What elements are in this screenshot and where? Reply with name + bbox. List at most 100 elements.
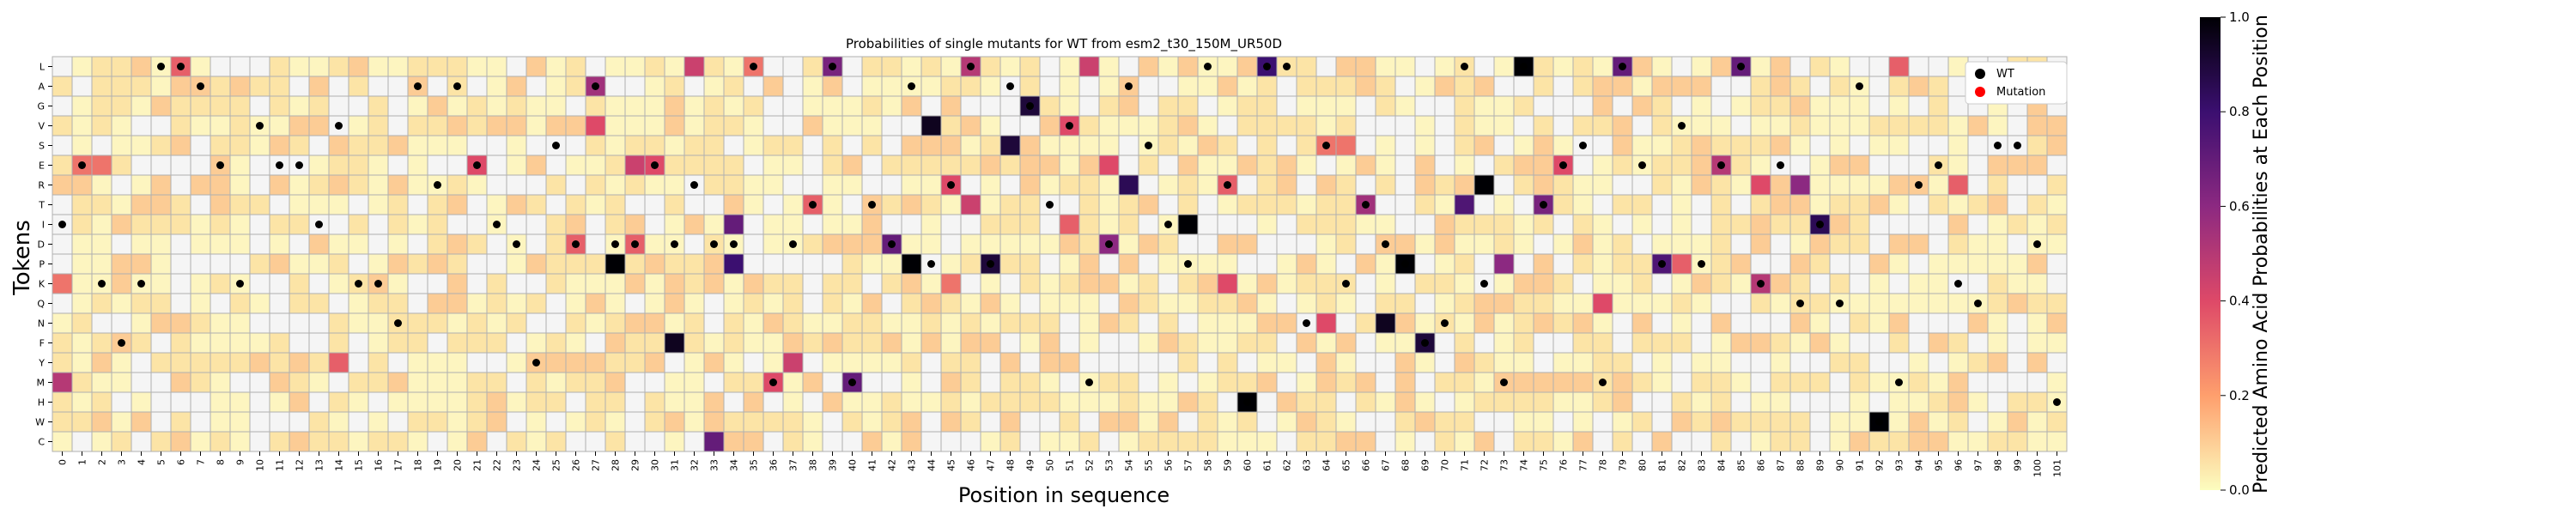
heatmap-cell [407, 135, 428, 156]
heatmap-cell [131, 95, 152, 117]
heatmap-cell [170, 431, 191, 452]
heatmap-cell [999, 174, 1021, 196]
heatmap-cell [190, 273, 211, 294]
heatmap-cell [1335, 233, 1357, 255]
heatmap-cell [1039, 273, 1060, 294]
heatmap-cell [2026, 194, 2048, 215]
x-tick-label: 22 [492, 459, 503, 471]
heatmap-cell [782, 135, 804, 156]
heatmap-cell [802, 233, 823, 255]
heatmap-cell [1730, 411, 1752, 433]
colorbar-tick-label: 0.4 [2229, 294, 2250, 309]
heatmap-cell [1434, 332, 1455, 354]
heatmap-cell [565, 352, 586, 373]
heatmap-cell [1849, 253, 1870, 275]
heatmap-cell [1138, 214, 1159, 235]
heatmap-cell [1888, 56, 1910, 77]
heatmap-cell [1651, 312, 1673, 334]
heatmap-cell [526, 332, 547, 354]
heatmap-cell [170, 253, 191, 275]
x-tick-label: 3 [117, 459, 128, 465]
heatmap-cell [190, 174, 211, 196]
heatmap-cell [1473, 431, 1495, 452]
heatmap-cell [1928, 76, 1949, 97]
heatmap-cell [1355, 214, 1376, 235]
heatmap-cell [526, 391, 547, 413]
heatmap-cell [743, 95, 764, 117]
wt-marker [177, 63, 185, 70]
heatmap-cell [91, 352, 112, 373]
heatmap-cell [1513, 273, 1534, 294]
heatmap-cell [1019, 154, 1041, 176]
heatmap-cell [1928, 233, 1949, 255]
heatmap-cell [1434, 115, 1455, 136]
y-axis-label: Tokens [9, 220, 35, 296]
heatmap-cell [1552, 312, 1574, 334]
heatmap-cell [861, 391, 883, 413]
heatmap-cell [723, 411, 744, 433]
heatmap-cell [111, 431, 132, 452]
heatmap-cell [1631, 411, 1653, 433]
heatmap-cell [526, 95, 547, 117]
heatmap-cell [1118, 95, 1139, 117]
heatmap-cell [644, 332, 665, 354]
heatmap-cell [210, 293, 231, 314]
heatmap-cell [1394, 391, 1416, 413]
heatmap-cell [762, 174, 784, 196]
heatmap-cell [1730, 135, 1752, 156]
heatmap-cell [1098, 76, 1120, 97]
heatmap-cell [71, 115, 93, 136]
heatmap-cell [1730, 372, 1752, 393]
heatmap-cell [1493, 431, 1515, 452]
heatmap-cell [1473, 76, 1495, 97]
heatmap-cell [841, 194, 863, 215]
heatmap-cell [1454, 194, 1475, 215]
heatmap-cell [2007, 352, 2028, 373]
heatmap-cell [1473, 194, 1495, 215]
x-tick-label: 56 [1163, 459, 1175, 471]
heatmap-cell [644, 233, 665, 255]
heatmap-cell [1888, 411, 1910, 433]
heatmap-cell [1375, 293, 1396, 314]
heatmap-cell [229, 154, 251, 176]
heatmap-cell [980, 115, 1001, 136]
heatmap-cell [52, 233, 73, 255]
heatmap-cell [841, 95, 863, 117]
heatmap-cell [1434, 411, 1455, 433]
heatmap-cell [1098, 115, 1120, 136]
heatmap-cell [71, 174, 93, 196]
heatmap-cell [1138, 95, 1159, 117]
heatmap-cell [427, 411, 448, 433]
heatmap-cell [308, 372, 330, 393]
heatmap-cell [1928, 352, 1949, 373]
heatmap-cell [605, 312, 626, 334]
heatmap-cell [447, 253, 468, 275]
wt-marker [2014, 142, 2021, 149]
heatmap-cell [170, 174, 191, 196]
wt-marker [2033, 240, 2041, 248]
heatmap-cell [743, 253, 764, 275]
heatmap-cell [1750, 233, 1771, 255]
heatmap-cell [703, 135, 725, 156]
x-tick-label: 30 [650, 459, 661, 471]
heatmap-cell [1710, 312, 1732, 334]
heatmap-cell [289, 312, 310, 334]
heatmap-cell [71, 293, 93, 314]
heatmap-cell [644, 76, 665, 97]
heatmap-cell [368, 76, 389, 97]
heatmap-cell [901, 273, 922, 294]
heatmap-cell [1572, 214, 1594, 235]
heatmap-cell [1513, 233, 1534, 255]
heatmap-cell [1454, 154, 1475, 176]
heatmap-cell [1256, 273, 1278, 294]
heatmap-cell [2026, 312, 2048, 334]
wt-marker [532, 359, 540, 367]
heatmap-cell [1335, 194, 1357, 215]
wt-marker [1698, 260, 1705, 268]
x-tick-label: 53 [1104, 459, 1115, 471]
heatmap-cell [624, 431, 646, 452]
heatmap-cell [762, 431, 784, 452]
wt-marker [1678, 122, 1686, 130]
heatmap-cell [1612, 372, 1633, 393]
heatmap-cell [802, 253, 823, 275]
